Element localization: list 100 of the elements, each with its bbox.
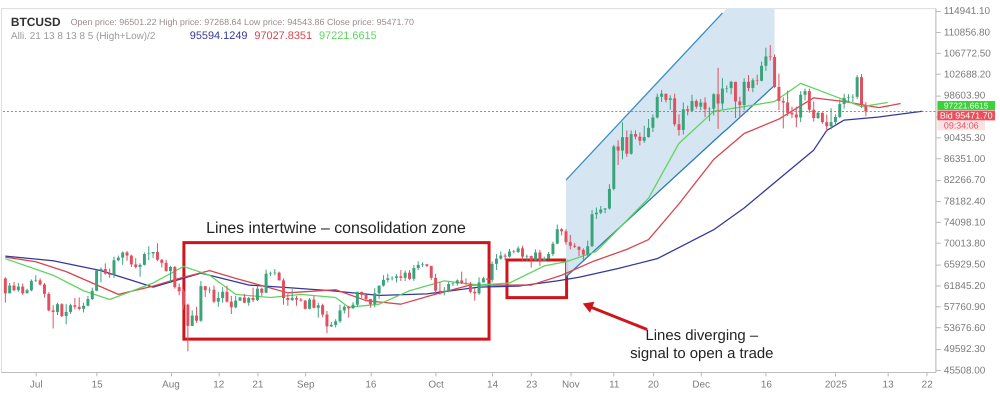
candlestick [494, 254, 498, 271]
x-tick-label: 11 [609, 379, 620, 390]
candlestick [47, 292, 50, 312]
candlestick [42, 282, 46, 298]
candlestick [104, 262, 107, 276]
candlestick [682, 102, 685, 136]
candlestick [404, 270, 407, 282]
y-tick-label: 106772.50 [944, 48, 992, 60]
candlestick [230, 295, 233, 315]
candlestick [169, 265, 172, 284]
candlestick [4, 276, 7, 304]
candlestick [838, 98, 842, 119]
annotation: 97027.8351 [254, 30, 312, 42]
candlestick [264, 269, 268, 294]
candlestick [712, 92, 716, 116]
candlestick [138, 262, 142, 278]
candlestick [216, 291, 220, 308]
candlestick [651, 114, 654, 132]
x-tick-label: Aug [162, 379, 180, 390]
candlestick [316, 302, 320, 318]
candlestick [856, 74, 859, 100]
candlestick [586, 240, 590, 257]
candlestick [347, 305, 350, 318]
candlestick [256, 285, 259, 302]
candlestick [321, 303, 324, 318]
y-tick-label: 65929.50 [944, 260, 986, 271]
candlestick [82, 302, 86, 313]
candlestick [304, 300, 307, 310]
x-tick-label: 23 [526, 379, 538, 390]
candlestick [625, 130, 628, 158]
candlestick [378, 285, 381, 300]
candlestick [208, 286, 212, 294]
x-tick-label: Oct [428, 379, 444, 390]
candlestick [630, 130, 633, 156]
candlestick [834, 114, 837, 126]
candlestick [760, 61, 764, 82]
candlestick [412, 264, 416, 282]
candlestick [56, 302, 59, 316]
candlestick [647, 118, 650, 138]
candlestick [851, 94, 854, 102]
candlestick [78, 296, 81, 311]
candlestick [690, 94, 694, 112]
candlestick [608, 184, 611, 210]
candlestick [616, 140, 620, 166]
candlestick [578, 246, 581, 257]
candlestick [642, 125, 646, 144]
candlestick [221, 286, 224, 304]
candlestick [460, 271, 464, 285]
x-tick-label: 2025 [824, 379, 848, 390]
y-tick-label: 53676.60 [944, 323, 986, 334]
candlestick [478, 276, 481, 296]
candlestick [747, 74, 750, 92]
annotation: 97221.6615 [318, 30, 377, 42]
candlestick [212, 285, 216, 304]
candlestick [178, 283, 181, 296]
candlestick [252, 287, 255, 303]
candlestick [594, 206, 598, 220]
candlestick [164, 259, 168, 272]
candlestick [242, 293, 246, 304]
candlestick [112, 256, 116, 278]
candlestick [708, 106, 711, 122]
text: 09:34:06 [944, 120, 979, 130]
candlestick [846, 94, 850, 102]
candlestick [551, 241, 554, 257]
y-tick-label: 49592.30 [944, 344, 986, 356]
candlestick [525, 254, 528, 262]
candlestick [742, 78, 746, 111]
x-tick-label: Jul [30, 379, 43, 390]
y-tick-label: 82266.70 [944, 175, 986, 186]
y-tick-label: 86351.00 [944, 154, 986, 166]
y-tick-label: 110856.80 [944, 27, 991, 38]
candlestick [694, 98, 698, 110]
x-tick-label: Dec [692, 379, 710, 390]
candlestick [95, 269, 98, 292]
candlestick [69, 303, 72, 315]
candlestick [142, 252, 146, 266]
candlestick [282, 278, 285, 306]
candlestick [286, 293, 290, 306]
x-tick-label: 14 [487, 379, 499, 390]
candlestick [521, 245, 524, 262]
candlestick [108, 268, 112, 278]
candlestick [34, 274, 38, 282]
candlestick [720, 78, 724, 110]
candlestick [186, 303, 190, 352]
candlestick [804, 88, 806, 101]
candlestick [768, 44, 772, 62]
candlestick [312, 295, 316, 309]
candlestick [468, 281, 472, 294]
x-tick-label: 16 [365, 379, 377, 390]
candlestick [725, 84, 728, 94]
y-tick-label: 61845.20 [944, 280, 986, 292]
candlestick [64, 304, 68, 325]
x-tick-label: 20 [648, 379, 660, 390]
x-tick-label: 16 [760, 379, 772, 390]
candlestick [756, 74, 759, 86]
candlestick [699, 98, 702, 111]
candlestick [234, 295, 238, 309]
y-tick-label: 114941.10 [944, 6, 991, 18]
candlestick [99, 266, 102, 283]
candlestick [434, 273, 438, 295]
